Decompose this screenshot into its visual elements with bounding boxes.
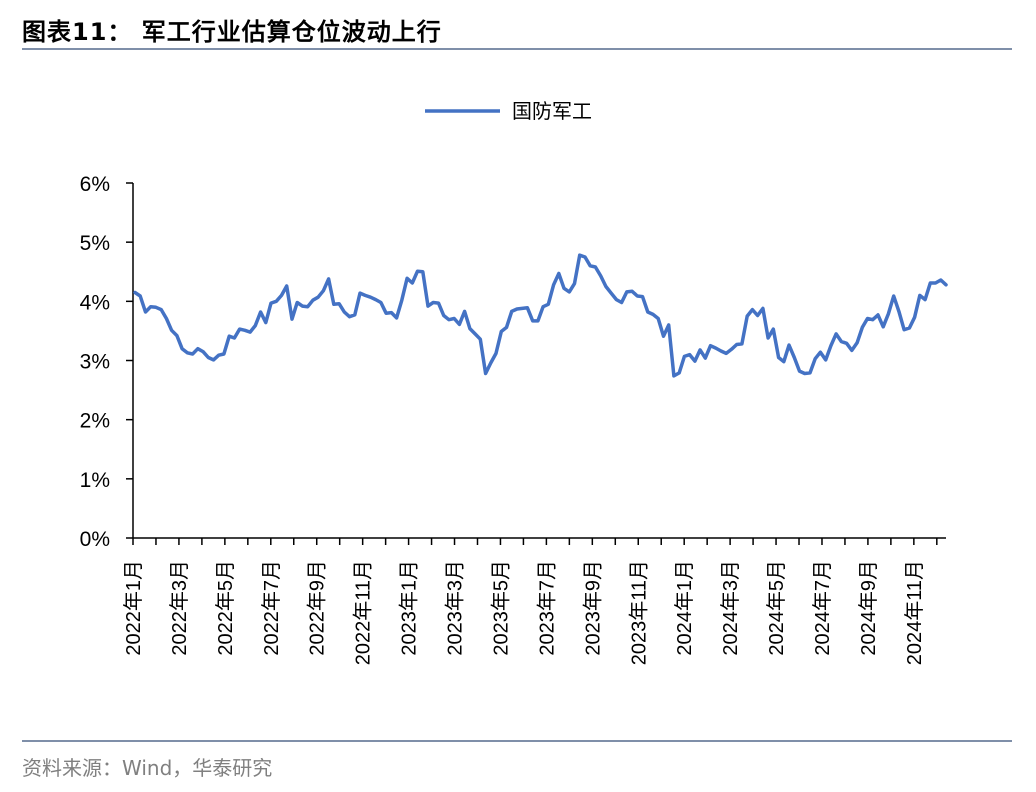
x-tick-label: 2022年11月 bbox=[352, 560, 375, 665]
y-tick-label: 0% bbox=[80, 528, 110, 551]
figure-title: 图表11： 军工行业估算仓位波动上行 bbox=[22, 18, 442, 46]
x-tick-label: 2024年9月 bbox=[857, 560, 880, 656]
y-tick-label: 1% bbox=[80, 469, 110, 492]
y-tick-label: 4% bbox=[80, 291, 110, 314]
series-line bbox=[133, 253, 948, 378]
chart: 国防军工 0% 1% 2% 3% 4% 5% 6% 2022年1月 2022年3月 2022年5… bbox=[80, 99, 948, 665]
x-tick-label: 2022年7月 bbox=[260, 560, 283, 656]
x-tick-label: 2023年9月 bbox=[581, 560, 604, 656]
y-tick-label: 6% bbox=[80, 173, 110, 196]
y-axis: 0% 1% 2% 3% 4% 5% 6% bbox=[80, 173, 134, 551]
y-tick-label: 5% bbox=[80, 232, 110, 255]
x-tick-label: 2022年9月 bbox=[306, 560, 329, 656]
x-tick-label: 2022年5月 bbox=[214, 560, 237, 656]
x-axis: 2022年1月 2022年3月 2022年5月 2022年7月 2022年9月 2022年… bbox=[122, 537, 946, 665]
y-tick-label: 2% bbox=[80, 410, 110, 433]
x-tick-label: 2024年5月 bbox=[765, 560, 788, 656]
x-tick-label: 2022年1月 bbox=[122, 560, 145, 656]
x-tick-label: 2023年11月 bbox=[627, 560, 650, 665]
y-tick-label: 3% bbox=[80, 351, 110, 374]
legend: 国防军工 bbox=[425, 99, 592, 123]
x-tick-label: 2024年11月 bbox=[903, 560, 926, 665]
x-tick-label: 2024年7月 bbox=[811, 560, 834, 656]
x-tick-label: 2024年3月 bbox=[719, 560, 742, 656]
source-divider bbox=[22, 740, 1012, 742]
source-note: 资料来源：Wind，华泰研究 bbox=[22, 756, 273, 780]
x-tick-label: 2023年7月 bbox=[535, 560, 558, 656]
x-tick-label: 2023年1月 bbox=[398, 560, 421, 656]
x-tick-label: 2024年1月 bbox=[673, 560, 696, 656]
x-tick-label: 2023年5月 bbox=[489, 560, 512, 656]
legend-label: 国防军工 bbox=[512, 99, 592, 123]
x-tick-label: 2022年3月 bbox=[168, 560, 191, 656]
x-tick-label: 2023年3月 bbox=[444, 560, 467, 656]
title-divider bbox=[22, 48, 1012, 50]
